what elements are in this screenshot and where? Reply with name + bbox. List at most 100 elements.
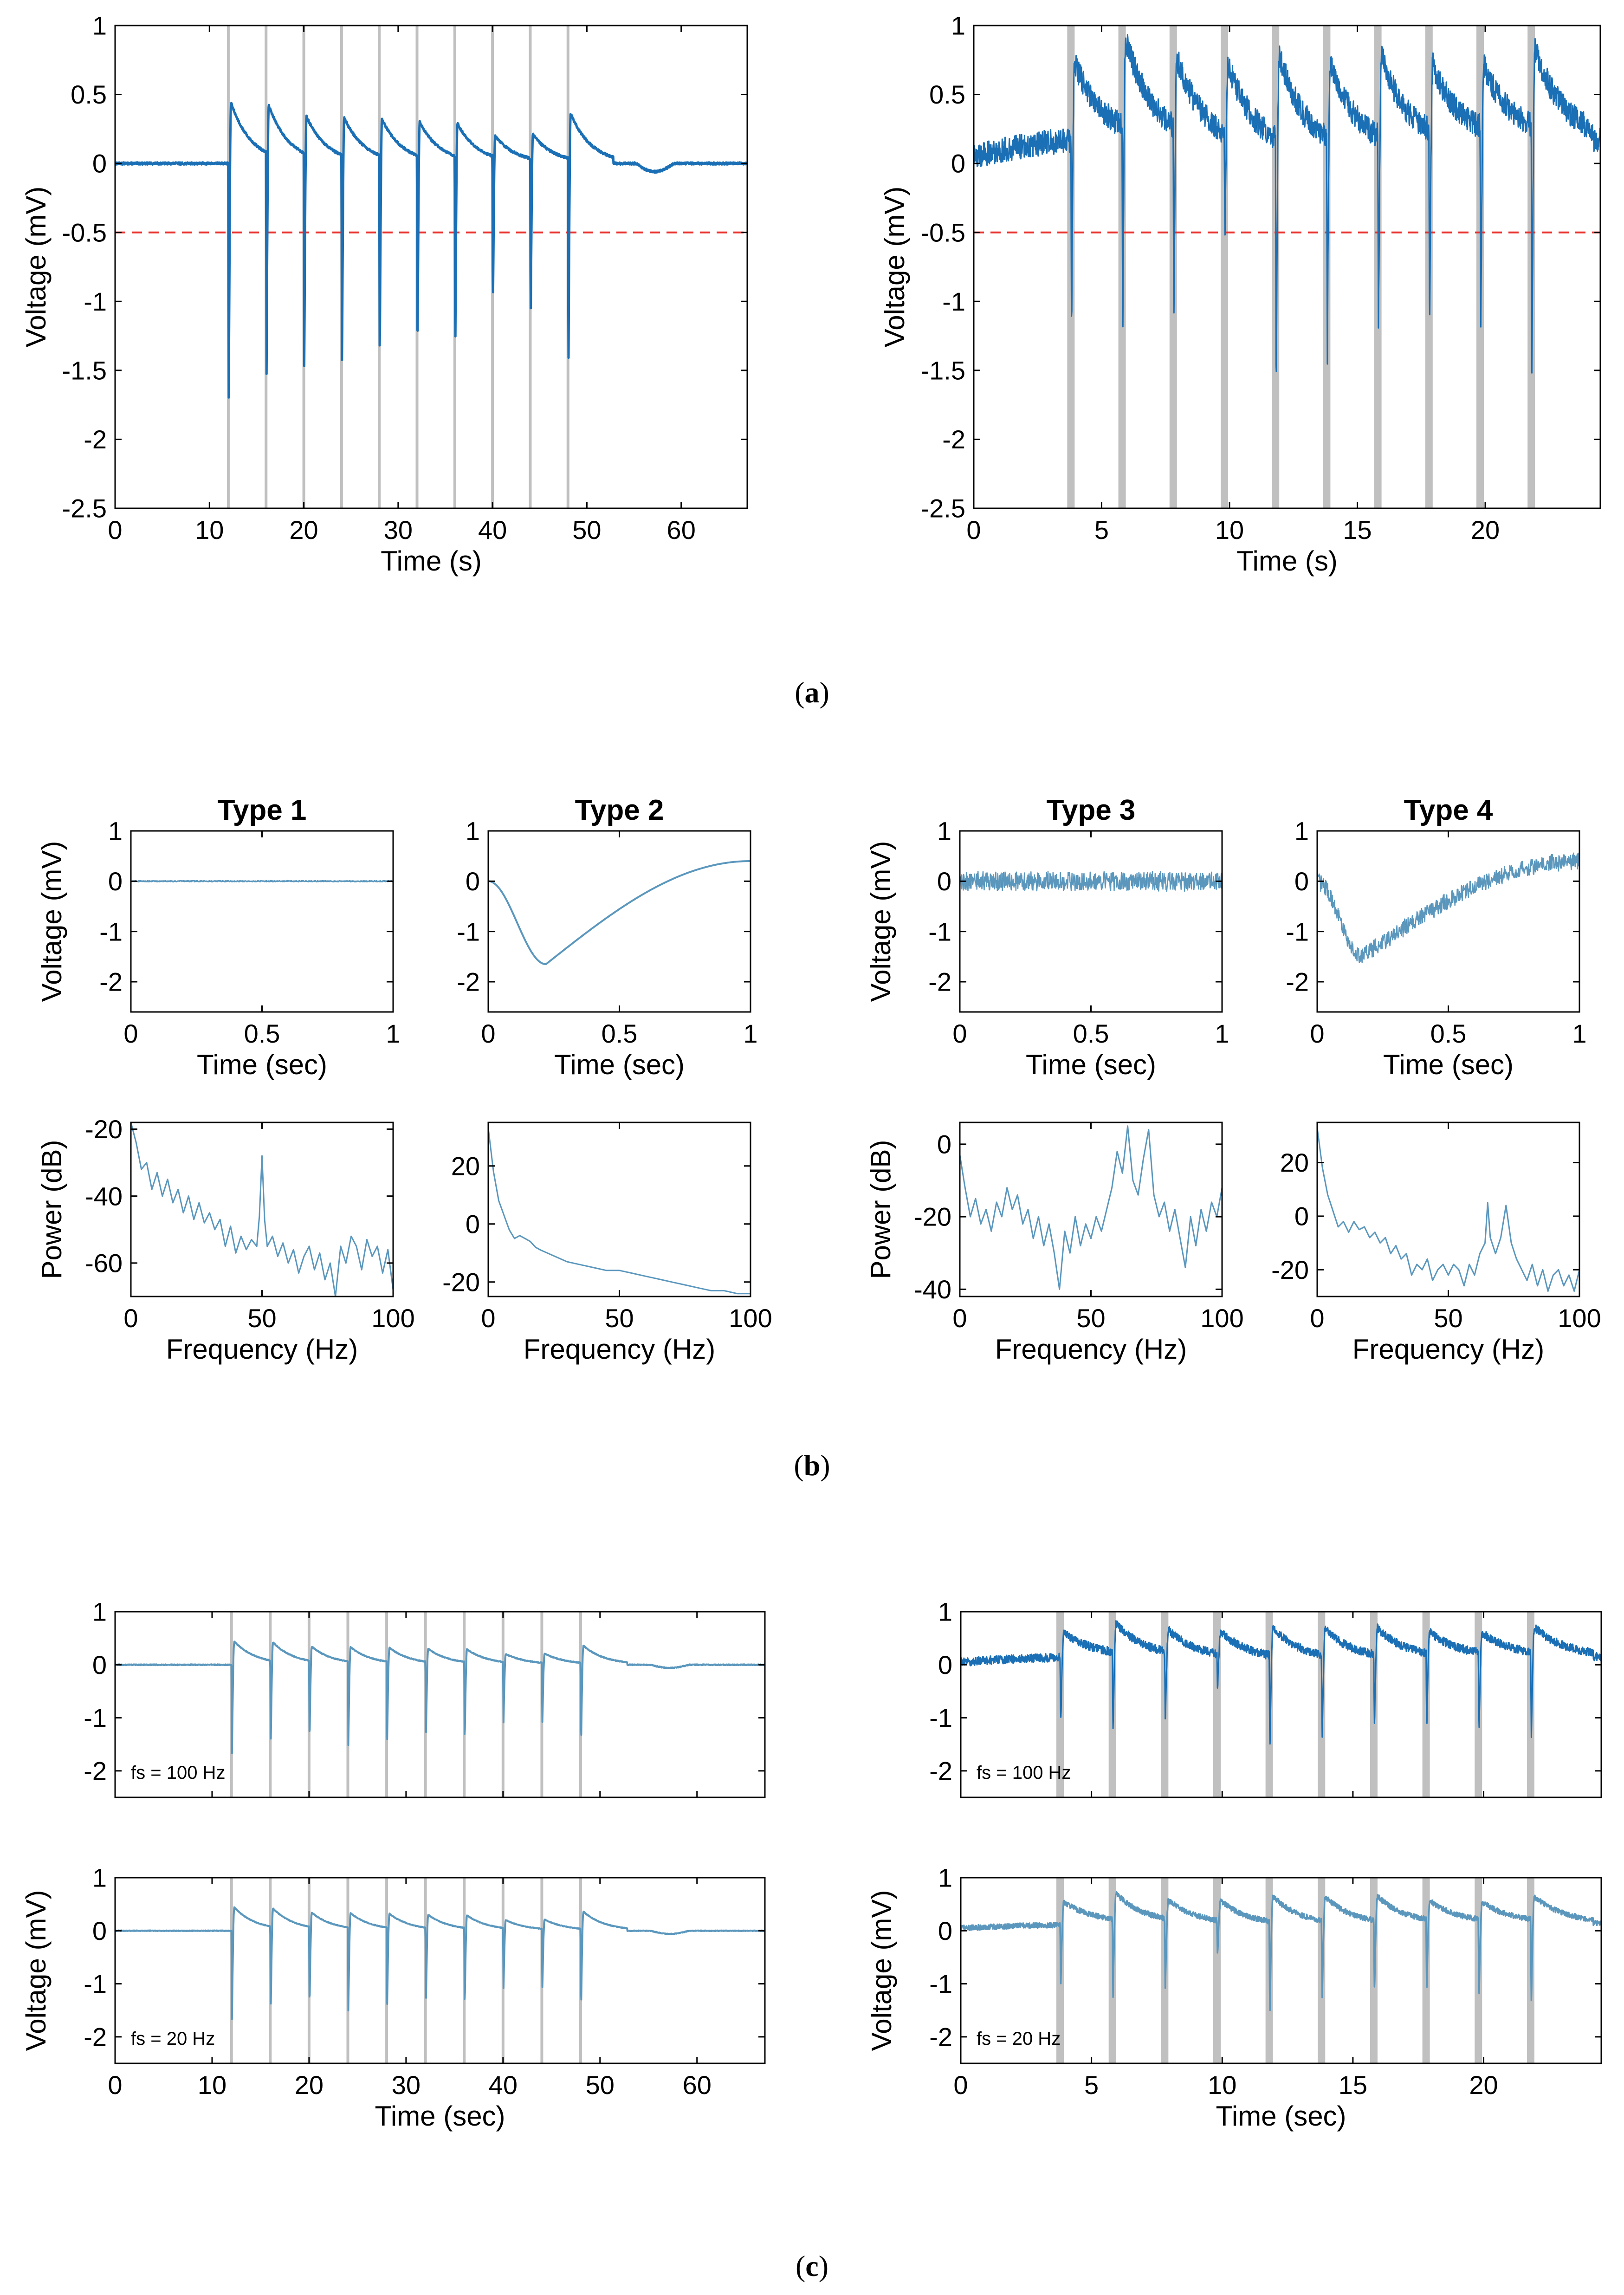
x-tick-label: 0 bbox=[952, 1019, 967, 1048]
axes-box bbox=[114, 1877, 766, 2064]
x-tick-label: 5 bbox=[1094, 515, 1109, 545]
chart-a-right: 0 5 10 15 20 1 0.5 0 -0.5 -1 -1.5 -2 -2.5 Time (s) Vol… bbox=[879, 11, 1601, 577]
x-tick-label: 100 bbox=[371, 1303, 414, 1333]
y-tick-label: -1 bbox=[928, 917, 951, 946]
data-series-trace bbox=[960, 870, 1222, 892]
y-axis-label: Power (dB) bbox=[36, 1140, 67, 1279]
y-tick-label: -2 bbox=[84, 2022, 107, 2051]
x-tick-label: 50 bbox=[586, 2070, 615, 2100]
chart-b-type3-time: 0 0.5 1 1 0 -1 -2 Time (sec) Voltage (mV) Type 3 bbox=[865, 794, 1229, 1080]
y-tick-label: -2 bbox=[99, 967, 123, 997]
data-series-trace bbox=[961, 1891, 1601, 2011]
y-tick-label: -2 bbox=[84, 425, 107, 454]
x-tick-label: 30 bbox=[392, 2070, 421, 2100]
plot-area bbox=[960, 870, 1222, 892]
sampling-rate-annotation: fs = 100 Hz bbox=[131, 1763, 225, 1783]
axes-box bbox=[960, 1877, 1602, 2064]
data-series-trace bbox=[131, 880, 393, 882]
y-tick-label: -0.5 bbox=[62, 218, 107, 247]
x-tick-label: 0 bbox=[1310, 1303, 1324, 1333]
axes-box bbox=[130, 1122, 394, 1297]
chart-b-type4-time: 0 0.5 1 1 0 -1 -2 Time (sec) Type 4 bbox=[1286, 794, 1586, 1080]
x-tick-label: 0 bbox=[1310, 1019, 1324, 1048]
y-tick-label: 0 bbox=[466, 1209, 480, 1238]
plot-area bbox=[961, 1612, 1601, 1797]
y-tick-label: 0 bbox=[92, 149, 107, 178]
chart-title: Type 2 bbox=[575, 794, 664, 826]
y-tick-label: -60 bbox=[85, 1248, 123, 1277]
x-tick-label: 30 bbox=[384, 515, 413, 545]
chart-c-right-top: 1 0 -1 -2 fs = 100 Hz bbox=[929, 1597, 1602, 1798]
sampling-rate-annotation: fs = 100 Hz bbox=[977, 1763, 1071, 1783]
x-tick-label: 100 bbox=[1558, 1303, 1601, 1333]
x-tick-label: 0 bbox=[953, 2070, 968, 2100]
x-tick-label: 20 bbox=[289, 515, 318, 545]
x-tick-label: 0 bbox=[966, 515, 981, 545]
chart-c-left-top: 1 0 -1 -2 fs = 100 Hz bbox=[84, 1597, 766, 1798]
y-tick-label: -0.5 bbox=[921, 218, 966, 247]
plot-area bbox=[1317, 852, 1579, 963]
plot-area bbox=[488, 860, 751, 966]
plot-area bbox=[1317, 1128, 1579, 1292]
axes-box bbox=[959, 830, 1223, 1013]
y-tick-label: 1 bbox=[938, 1597, 952, 1627]
x-tick-label: 0.5 bbox=[602, 1019, 638, 1048]
axes-box bbox=[973, 25, 1601, 509]
axes-box bbox=[1316, 830, 1580, 1013]
x-tick-label: 0 bbox=[481, 1303, 495, 1333]
y-tick-label: -1 bbox=[1286, 917, 1309, 946]
axes-box bbox=[487, 830, 751, 1013]
x-tick-label: 100 bbox=[1200, 1303, 1243, 1333]
y-tick-label: 1 bbox=[108, 817, 123, 846]
y-tick-label: -1.5 bbox=[62, 356, 107, 385]
x-tick-label: 1 bbox=[1215, 1019, 1229, 1048]
axes-box bbox=[130, 830, 394, 1013]
x-tick-label: 20 bbox=[1469, 2070, 1498, 2100]
plot-area bbox=[115, 1612, 765, 1797]
data-series-trace bbox=[488, 860, 751, 966]
data-series-trace bbox=[1317, 1128, 1579, 1292]
sampling-rate-annotation: fs = 20 Hz bbox=[131, 2029, 215, 2049]
y-axis-label: Voltage (mV) bbox=[20, 187, 52, 348]
y-tick-label: -1 bbox=[929, 1703, 952, 1732]
x-axis-label: Time (sec) bbox=[1216, 2101, 1346, 2132]
y-tick-label: -2 bbox=[457, 967, 480, 997]
y-tick-label: 0 bbox=[938, 1916, 952, 1945]
y-tick-label: 1 bbox=[1294, 817, 1309, 846]
y-tick-label: 1 bbox=[92, 11, 107, 40]
y-tick-label: -2 bbox=[929, 2022, 952, 2051]
x-tick-label: 0 bbox=[952, 1303, 967, 1333]
y-tick-label: -1 bbox=[84, 1969, 107, 1998]
y-axis-label: Voltage (mV) bbox=[879, 187, 910, 348]
plot-area bbox=[131, 1122, 393, 1297]
y-tick-label: -2 bbox=[84, 1756, 107, 1785]
y-tick-label: 0.5 bbox=[71, 80, 107, 109]
chart-title: Type 3 bbox=[1047, 794, 1136, 826]
y-tick-label: -1 bbox=[84, 287, 107, 316]
x-tick-label: 60 bbox=[683, 2070, 712, 2100]
y-tick-label: -1 bbox=[942, 287, 965, 316]
plot-area bbox=[974, 26, 1600, 508]
data-series-trace bbox=[115, 1640, 765, 1754]
y-tick-label: 0 bbox=[108, 867, 123, 896]
plot-area bbox=[488, 1128, 751, 1295]
data-series-trace bbox=[115, 1906, 765, 2020]
sampling-rate-annotation: fs = 20 Hz bbox=[977, 2029, 1061, 2049]
y-tick-label: 0 bbox=[466, 867, 480, 896]
x-axis-label: Time (sec) bbox=[375, 2101, 505, 2132]
x-tick-label: 50 bbox=[247, 1303, 276, 1333]
x-tick-label: 1 bbox=[1572, 1019, 1586, 1048]
axes-box bbox=[114, 1611, 766, 1798]
y-tick-label: 1 bbox=[937, 817, 951, 846]
y-tick-label: -2 bbox=[942, 425, 965, 454]
y-tick-label: 0 bbox=[1294, 1202, 1309, 1231]
x-tick-label: 10 bbox=[1208, 2070, 1236, 2100]
x-axis-label: Time (sec) bbox=[1383, 1049, 1514, 1080]
x-tick-label: 20 bbox=[1471, 515, 1500, 545]
y-tick-label: -1 bbox=[99, 917, 123, 946]
x-tick-label: 0 bbox=[108, 515, 122, 545]
y-tick-label: 1 bbox=[466, 817, 480, 846]
x-tick-label: 0 bbox=[481, 1019, 495, 1048]
